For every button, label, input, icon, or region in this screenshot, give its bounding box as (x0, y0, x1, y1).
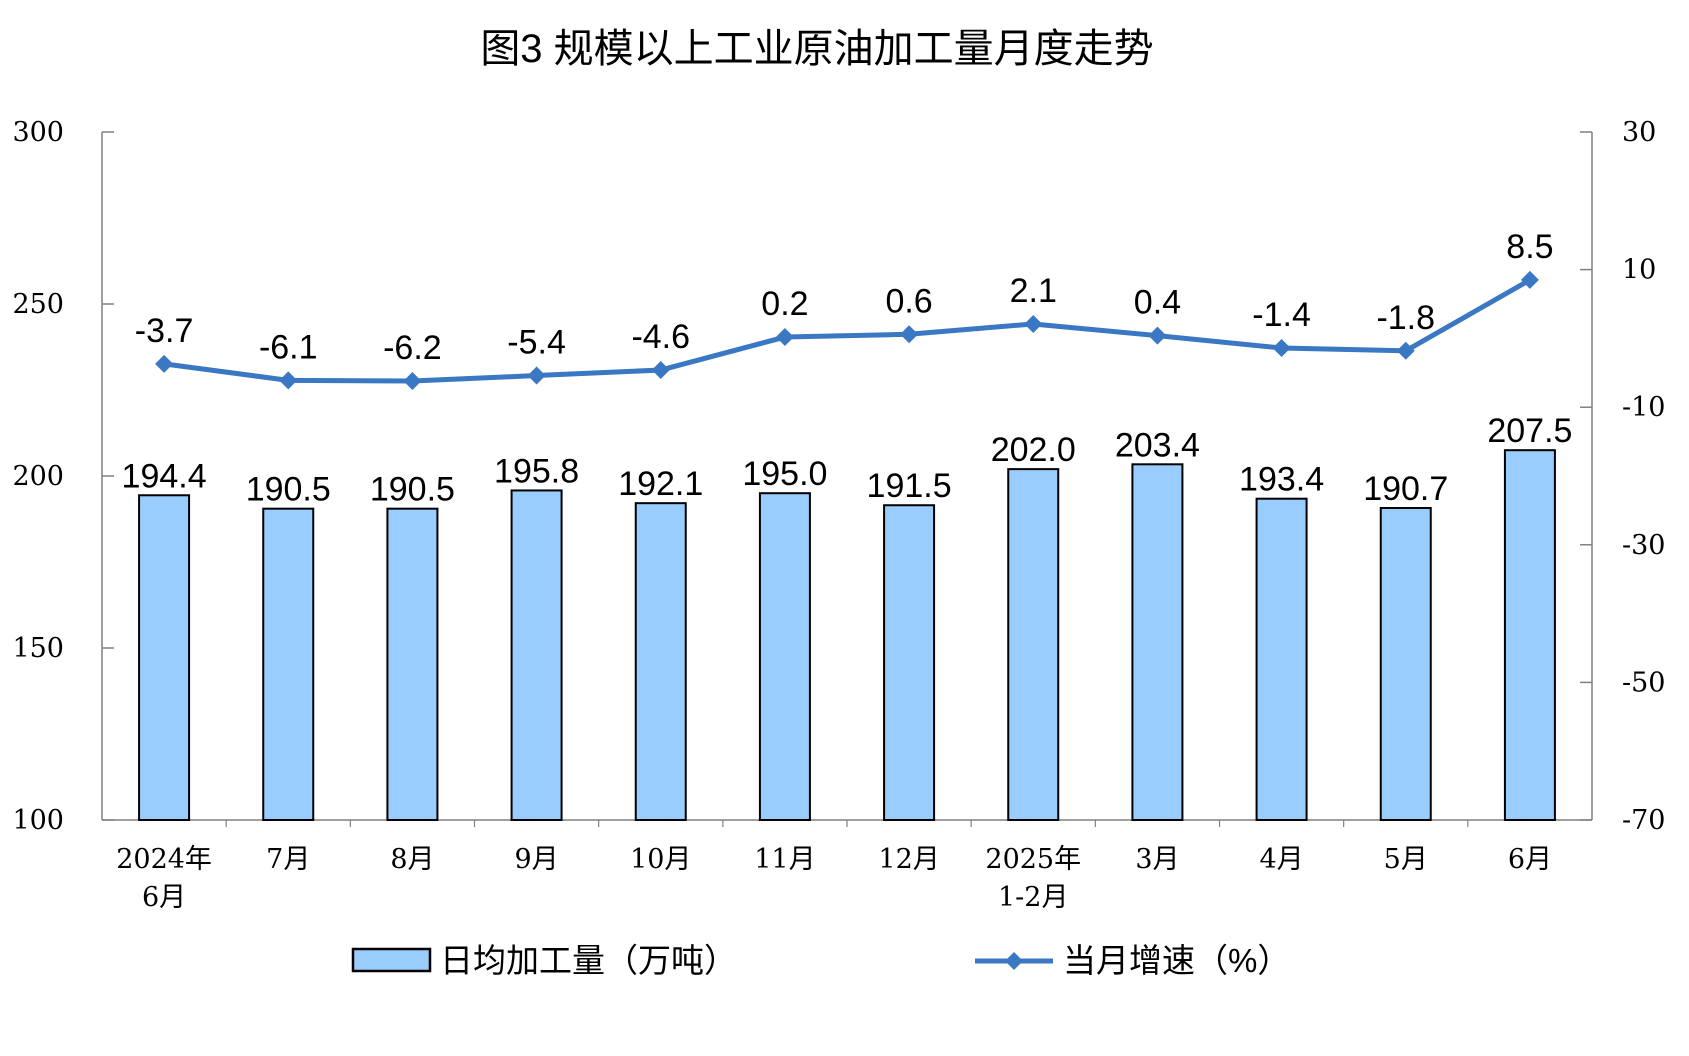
bar (1503, 449, 1556, 821)
bar (510, 489, 563, 821)
right-axis-tick-label: 30 (1622, 117, 1656, 148)
x-axis-tick-label: 9月 (514, 844, 558, 875)
growth-data-label: 2.1 (1010, 272, 1057, 310)
growth-point (1148, 326, 1167, 345)
bar-data-label: 195.8 (494, 452, 579, 490)
x-axis-tick-label: 5月 (1384, 844, 1428, 875)
growth-point (1024, 314, 1043, 333)
left-axis-tick-label: 200 (12, 461, 64, 492)
growth-data-label: 8.5 (1506, 228, 1553, 266)
growth-point (527, 366, 546, 385)
growth-point (900, 325, 919, 344)
bar-data-label: 203.4 (1115, 426, 1200, 464)
right-axis-tick-label: -30 (1622, 530, 1665, 561)
bar (1379, 506, 1432, 821)
bar-data-label: 190.5 (246, 471, 331, 509)
legend-line-marker (1005, 952, 1023, 970)
growth-point (1272, 339, 1291, 358)
x-axis-tick-label: 2024年 (116, 844, 212, 875)
bar (262, 507, 315, 821)
growth-point (155, 354, 174, 373)
legend-bar-label: 日均加工量（万吨） (440, 942, 737, 979)
growth-data-label: -4.6 (631, 318, 690, 356)
bar (758, 492, 811, 821)
x-axis-tick-label: 1-2月 (998, 882, 1068, 913)
x-axis-tick-label: 7月 (266, 844, 310, 875)
left-axis-tick-label: 250 (12, 289, 64, 320)
growth-line (163, 277, 1532, 384)
legend-line-label: 当月增速（%） (1063, 942, 1290, 979)
growth-data-label: 0.4 (1134, 284, 1181, 322)
chart-title: 图3 规模以上工业原油加工量月度走势 (480, 27, 1153, 71)
growth-data-label: -6.2 (383, 329, 442, 367)
left-axis-tick-label: 150 (12, 633, 64, 664)
x-axis-tick-label: 12月 (878, 844, 939, 875)
x-axis-tick-label: 6月 (1508, 844, 1552, 875)
growth-point (403, 372, 422, 391)
growth-data-label: -1.4 (1252, 296, 1311, 334)
bar-data-label: 202.0 (991, 431, 1076, 469)
growth-data-label: -6.1 (259, 328, 318, 366)
growth-data-label: -1.8 (1376, 299, 1435, 337)
right-axis-tick-label: -70 (1622, 805, 1665, 836)
bar (883, 504, 936, 821)
growth-data-label: -3.7 (135, 312, 194, 350)
x-axis-tick-label: 8月 (390, 844, 434, 875)
left-axis-tick-label: 100 (12, 805, 64, 836)
right-axis-tick-label: -10 (1622, 392, 1665, 423)
x-axis-tick-label: 11月 (754, 844, 815, 875)
growth-data-label: -5.4 (507, 324, 566, 362)
left-axis-tick-label: 300 (12, 117, 64, 148)
bar (634, 502, 687, 821)
bar-data-label: 190.5 (370, 471, 455, 509)
growth-point (775, 328, 794, 347)
growth-data-label: 0.6 (885, 282, 932, 320)
bar (1131, 463, 1184, 821)
legend-bar-swatch (351, 947, 432, 973)
growth-data-label: 0.2 (761, 285, 808, 323)
bar-data-label: 207.5 (1487, 412, 1572, 450)
x-axis-tick-label: 6月 (142, 882, 186, 913)
x-axis-tick-label: 2025年 (985, 844, 1081, 875)
x-axis-tick-label: 3月 (1135, 844, 1179, 875)
growth-point (1520, 270, 1539, 289)
right-axis-tick-label: -50 (1622, 667, 1665, 698)
bar-data-label: 193.4 (1239, 461, 1324, 499)
bar-data-label: 191.5 (867, 467, 952, 505)
bar (1255, 497, 1308, 821)
bar (386, 507, 439, 821)
bar-data-label: 194.4 (122, 457, 207, 495)
right-axis-tick-label: 10 (1622, 255, 1656, 286)
bar (138, 494, 191, 821)
x-axis-tick-label: 4月 (1259, 844, 1303, 875)
growth-point (279, 371, 298, 390)
growth-point (651, 361, 670, 380)
growth-point (1396, 341, 1415, 360)
bar-data-label: 192.1 (618, 465, 703, 503)
bar-data-label: 190.7 (1363, 470, 1448, 508)
bar (1007, 468, 1060, 821)
x-axis-tick-label: 10月 (630, 844, 691, 875)
bar-data-label: 195.0 (742, 455, 827, 493)
